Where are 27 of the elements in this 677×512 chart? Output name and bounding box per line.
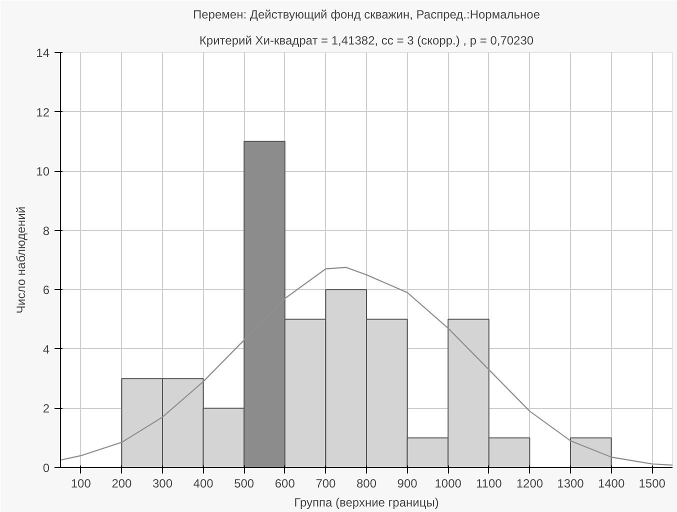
x-tick-label: 1500: [638, 476, 666, 490]
y-tick-label: 6: [42, 283, 50, 298]
y-tick-label: 0: [42, 461, 50, 475]
x-tick-label: 100: [70, 476, 92, 490]
y-axis-title: Число наблюдений: [14, 206, 28, 314]
x-tick-label: 1200: [516, 476, 544, 490]
y-tick-label: 8: [42, 224, 50, 238]
y-tick-label: 14: [36, 46, 50, 60]
chart-subtitle: Критерий Хи-квадрат = 1,41382, cc = 3 (скорр.) , p = 0,70230: [199, 34, 534, 48]
chart-title: Перемен: Действующий фонд скважин, Распред.:Нормальное: [193, 8, 540, 22]
x-tick-label: 500: [234, 476, 254, 490]
x-tick-label: 1400: [598, 476, 625, 490]
x-tick-label: 400: [193, 476, 214, 490]
x-axis-title: Группа (верхние границы): [294, 496, 439, 510]
y-tick-label: 10: [36, 164, 50, 179]
x-tick-label: 1100: [476, 476, 502, 490]
x-tick-label: 600: [274, 476, 296, 490]
x-tick-label: 900: [397, 476, 418, 490]
y-tick-label: 4: [42, 342, 50, 356]
x-tick-label: 300: [152, 476, 173, 490]
x-tick-label: 200: [112, 476, 132, 490]
x-tick-label: 800: [356, 476, 377, 490]
x-tick-label: 1300: [557, 476, 584, 490]
x-tick-label: 1000: [434, 476, 462, 490]
y-tick-label: 12: [36, 105, 50, 120]
x-tick-label: 700: [316, 476, 336, 490]
y-tick-label: 2: [42, 402, 50, 416]
